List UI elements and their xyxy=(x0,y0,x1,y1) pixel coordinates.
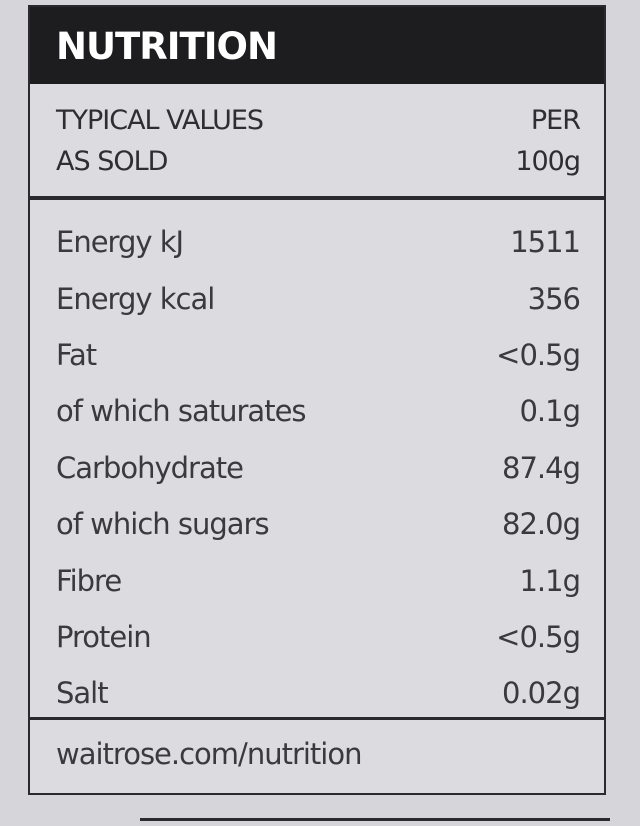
panel-title: NUTRITION xyxy=(30,7,604,84)
footer-link: waitrose.com/nutrition xyxy=(56,737,362,771)
nutrient-row: Fat <0.5g xyxy=(30,327,604,383)
nutrient-value: <0.5g xyxy=(496,337,581,372)
value-header-line: PER xyxy=(530,105,581,136)
nutrient-row: Energy kJ 1511 xyxy=(30,214,604,270)
nutrient-name: Fat xyxy=(56,337,97,372)
nutrient-value: 356 xyxy=(527,281,581,316)
nutrient-row: Carbohydrate 87.4g xyxy=(30,440,604,496)
label-header-line: TYPICAL VALUES xyxy=(56,105,264,136)
nutrient-value: 1511 xyxy=(510,225,581,260)
nutrient-name: Protein xyxy=(56,619,152,654)
nutrient-value: 82.0g xyxy=(502,507,581,542)
nutrient-value: 1.1g xyxy=(519,563,581,598)
nutrition-panel: NUTRITION TYPICAL VALUES AS SOLD PER 100… xyxy=(28,5,606,795)
column-header: TYPICAL VALUES AS SOLD PER 100g xyxy=(30,84,604,200)
nutrient-name: Carbohydrate xyxy=(56,450,244,485)
label-header: TYPICAL VALUES AS SOLD xyxy=(56,100,264,182)
nutrient-value: 0.02g xyxy=(502,676,581,711)
value-header-line: 100g xyxy=(515,146,581,177)
nutrient-name: Energy kJ xyxy=(56,225,184,260)
nutrient-value: 87.4g xyxy=(502,450,581,485)
nutrient-name: Salt xyxy=(56,676,109,711)
label-header-line: AS SOLD xyxy=(56,146,168,177)
nutrient-value: 0.1g xyxy=(519,394,581,429)
nutrient-name: of which saturates xyxy=(56,394,307,429)
divider xyxy=(140,818,610,821)
nutrient-rows: Energy kJ 1511 Energy kcal 356 Fat <0.5g of wh… xyxy=(30,200,604,720)
nutrient-name: of which sugars xyxy=(56,507,270,542)
value-header: PER 100g xyxy=(515,100,581,182)
nutrient-name: Energy kcal xyxy=(56,281,215,316)
nutrient-row: of which saturates 0.1g xyxy=(30,383,604,439)
nutrient-row: Energy kcal 356 xyxy=(30,270,604,326)
nutrient-name: Fibre xyxy=(56,563,122,598)
nutrient-row: Protein <0.5g xyxy=(30,609,604,665)
nutrient-row: of which sugars 82.0g xyxy=(30,496,604,552)
nutrient-row: Fibre 1.1g xyxy=(30,552,604,608)
nutrient-row: Salt 0.02g xyxy=(30,665,604,721)
nutrient-value: <0.5g xyxy=(496,619,581,654)
